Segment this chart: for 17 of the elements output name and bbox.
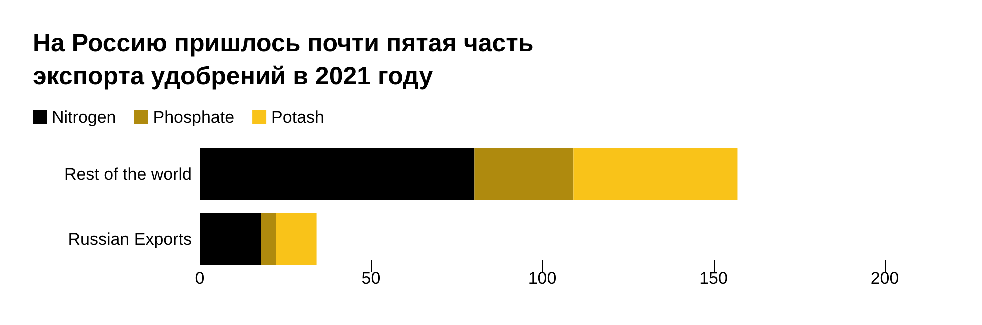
x-tick-label: 100 [528,269,557,288]
y-tick-label: Russian Exports [68,230,192,249]
bar [261,214,276,266]
legend-label: Nitrogen [52,108,116,127]
x-tick-label: 0 [195,269,205,288]
x-tick-label: 200 [870,269,900,288]
legend-label: Phosphate [153,108,235,127]
y-tick-label: Rest of the world [64,165,192,184]
legend-label: Potash [272,108,324,127]
bar [200,214,262,266]
bar [574,148,738,200]
bar [276,214,317,266]
x-tick-label: 50 [362,269,381,288]
x-tick-label: 150 [700,269,728,288]
chart-title: На Россию пришлось почти пятая часть экспорта удобрений в 2021 году [33,30,541,90]
bar [474,148,574,200]
bar [200,148,475,200]
